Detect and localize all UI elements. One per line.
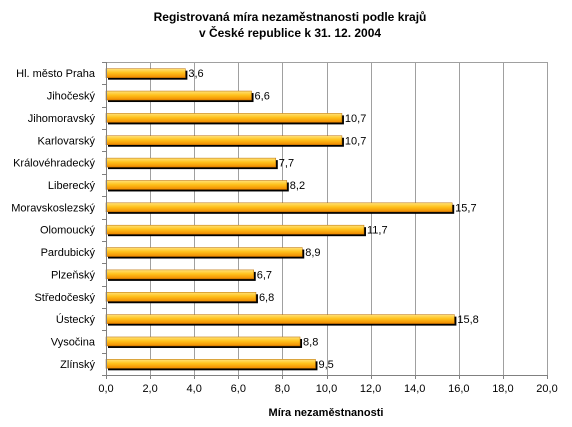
- x-tick-label: 2,0: [142, 383, 157, 395]
- gridlines: [106, 62, 548, 375]
- bar: [105, 180, 288, 190]
- value-label: 7,7: [279, 158, 294, 170]
- x-axis-label: Míra nezaměstnanosti: [269, 407, 384, 419]
- category-label: Hl. město Praha: [16, 68, 96, 80]
- category-label: Liberecký: [48, 180, 96, 192]
- category-label: Vysočina: [51, 336, 96, 348]
- value-label: 10,7: [345, 135, 366, 147]
- axes: [102, 62, 547, 376]
- bar: [105, 269, 254, 280]
- bars: 3,6 Hl. město Praha 6,6 Jihočeský 10,7 Jihomo…: [11, 68, 479, 371]
- x-tick-label: 6,0: [231, 383, 246, 395]
- category-label: Jihomoravský: [28, 113, 96, 125]
- value-label: 10,7: [345, 113, 366, 125]
- bar: [105, 336, 301, 347]
- category-label: Olomoucký: [40, 225, 96, 237]
- bar: [105, 292, 257, 302]
- bar: [105, 135, 343, 145]
- category-label: Královéhradecký: [13, 158, 95, 170]
- bar: [105, 224, 365, 235]
- x-tick-label: 20,0: [536, 383, 557, 395]
- x-tick-label: 18,0: [492, 383, 513, 395]
- value-label: 11,7: [367, 225, 388, 237]
- value-label: 9,5: [318, 359, 333, 371]
- value-label: 3,6: [188, 68, 203, 80]
- bar: [105, 359, 316, 369]
- x-tick-label: 4,0: [187, 383, 202, 395]
- bar: [105, 113, 343, 123]
- x-tick-label: 8,0: [275, 383, 290, 395]
- bar: [105, 68, 186, 78]
- category-label: Pardubický: [41, 247, 96, 259]
- value-label: 15,7: [455, 202, 476, 214]
- bar: [105, 202, 453, 213]
- x-tick-label: 12,0: [360, 383, 381, 395]
- bar: [105, 157, 277, 168]
- value-label: 15,8: [457, 314, 478, 326]
- category-label: Jihočeský: [47, 91, 96, 103]
- x-tick-label: 0,0: [98, 383, 113, 395]
- value-label: 8,9: [305, 247, 320, 259]
- value-label: 6,6: [255, 91, 270, 103]
- bar: [105, 314, 455, 324]
- value-label: 8,2: [290, 180, 305, 192]
- tick-labels: 0,0 2,0 4,0 6,0 8,0 10,0 12,0 14,0 16,0 18,0 20,0: [98, 375, 558, 395]
- category-label: Plzeňský: [51, 269, 96, 281]
- x-tick-label: 14,0: [404, 383, 425, 395]
- category-label: Zlínský: [60, 359, 95, 371]
- x-tick-label: 16,0: [448, 383, 469, 395]
- category-label: Moravskoslezský: [11, 202, 95, 214]
- chart-title-line-2: v České republice k 31. 12. 2004: [199, 25, 381, 40]
- value-label: 8,8: [303, 336, 318, 348]
- x-tick-label: 10,0: [316, 383, 337, 395]
- chart-title-line-1: Registrovaná míra nezaměstnanosti podle …: [154, 10, 427, 24]
- category-label: Karlovarský: [38, 135, 96, 147]
- category-label: Ústecký: [56, 313, 96, 326]
- bar: [105, 247, 303, 257]
- value-label: 6,7: [257, 269, 272, 281]
- bar: [105, 90, 252, 101]
- value-label: 6,8: [259, 292, 274, 304]
- category-label: Středočeský: [34, 292, 95, 304]
